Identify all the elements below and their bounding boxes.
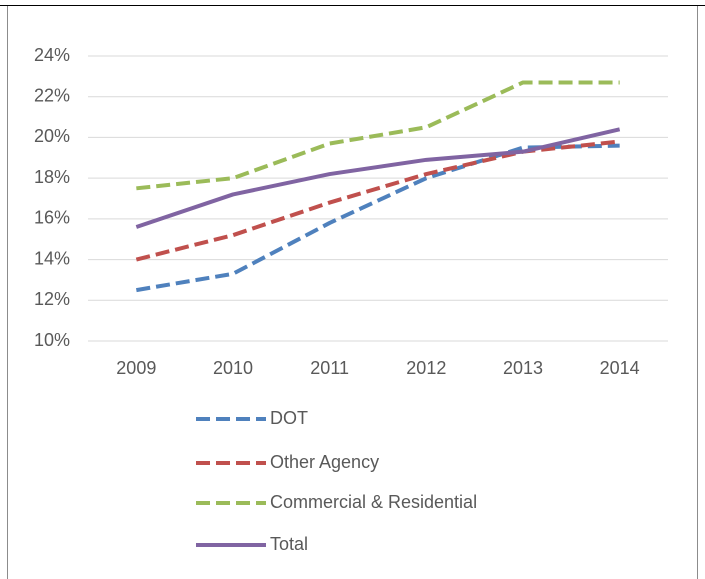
x-tick-label: 2010 <box>213 358 253 378</box>
y-tick-label: 10% <box>34 330 70 350</box>
y-tick-label: 24% <box>34 45 70 65</box>
series-line <box>136 80 620 191</box>
y-tick-label: 14% <box>34 248 70 268</box>
y-tick-label: 12% <box>34 289 70 309</box>
x-tick-label: 2009 <box>116 358 156 378</box>
legend-label: DOT <box>270 408 308 428</box>
legend-label: Other Agency <box>270 452 379 472</box>
series-line <box>135 139 620 262</box>
series-line <box>135 127 621 229</box>
y-tick-label: 18% <box>34 167 70 187</box>
y-tick-label: 16% <box>34 208 70 228</box>
x-tick-label: 2013 <box>503 358 543 378</box>
legend-label: Total <box>270 534 308 554</box>
x-tick-label: 2011 <box>310 358 349 378</box>
y-tick-label: 20% <box>34 126 70 146</box>
y-tick-label: 22% <box>34 85 70 105</box>
x-tick-label: 2012 <box>406 358 446 378</box>
chart-frame <box>7 5 698 579</box>
x-tick-label: 2014 <box>600 358 640 378</box>
legend-label: Commercial & Residential <box>270 492 477 512</box>
